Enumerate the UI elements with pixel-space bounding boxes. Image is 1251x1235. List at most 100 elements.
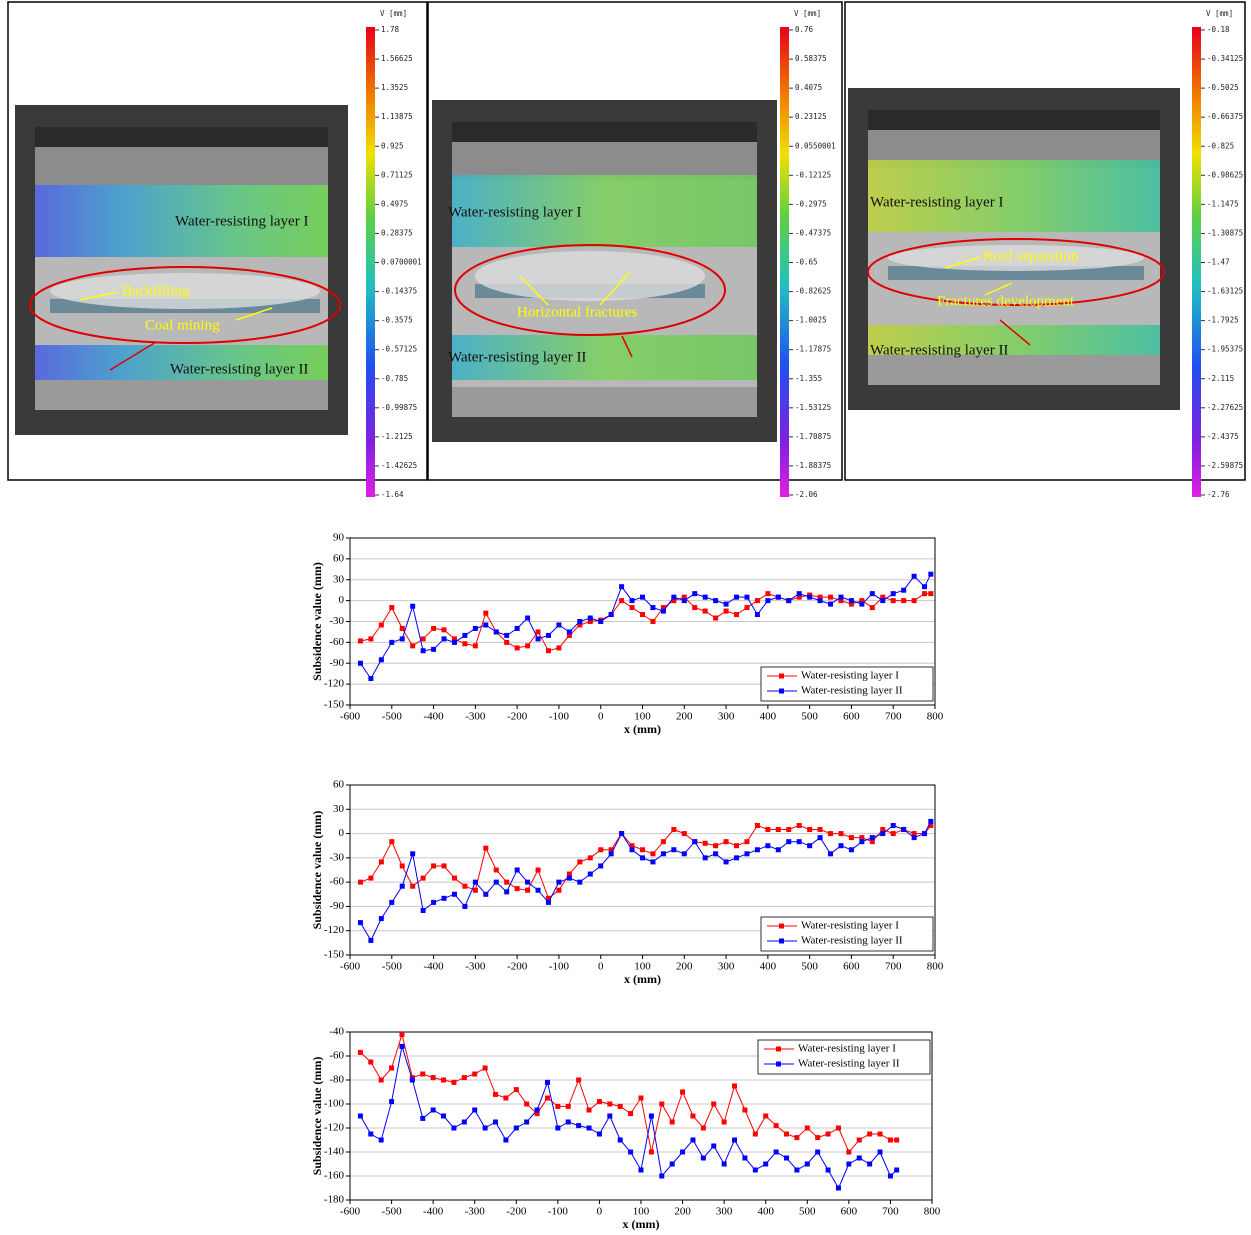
data-point xyxy=(608,612,614,618)
data-point xyxy=(640,855,645,861)
arrow xyxy=(235,307,273,321)
data-point xyxy=(880,594,886,600)
data-point xyxy=(368,937,374,943)
data-point xyxy=(848,601,854,607)
data-point xyxy=(566,629,572,635)
data-point xyxy=(796,839,802,845)
data-point xyxy=(368,676,374,682)
data-point xyxy=(825,1131,831,1137)
data-point xyxy=(817,835,823,841)
data-point xyxy=(692,591,698,597)
legend-box xyxy=(760,916,934,952)
arrow xyxy=(621,335,633,358)
x-tick-label: -600 xyxy=(340,1206,361,1218)
data-point xyxy=(928,591,934,597)
colorbar-label: -0.3575 xyxy=(381,316,413,325)
data-point xyxy=(431,625,437,631)
data-point xyxy=(503,1137,509,1143)
y-tick-label: -60 xyxy=(329,636,344,648)
colorbar-label: 1.78 xyxy=(381,25,400,34)
data-point xyxy=(911,831,917,837)
data-point xyxy=(690,1137,696,1143)
annotation: Water-resisting layer II xyxy=(170,361,308,377)
annotation: Fractures development xyxy=(937,293,1075,309)
data-point xyxy=(472,887,478,893)
data-point xyxy=(911,598,917,604)
data-point xyxy=(596,1099,602,1105)
data-point xyxy=(711,1143,717,1149)
data-point xyxy=(441,627,447,633)
legend-marker xyxy=(779,938,784,944)
x-tick-label: 300 xyxy=(718,711,735,723)
colorbar-label: -1.1475 xyxy=(1207,199,1239,208)
data-point xyxy=(493,879,499,885)
data-point xyxy=(576,1123,582,1129)
data-point xyxy=(535,867,541,873)
legend-label: Water-resisting layer I xyxy=(801,670,899,682)
x-tick-label: -100 xyxy=(549,961,570,973)
data-point xyxy=(607,1113,613,1119)
y-tick-label: -150 xyxy=(324,949,345,961)
arrow xyxy=(944,256,981,269)
data-point xyxy=(535,887,541,893)
y-tick-label: -120 xyxy=(324,924,345,936)
data-point xyxy=(922,831,928,837)
highlight-ellipse xyxy=(867,238,1165,306)
data-point xyxy=(451,891,457,897)
data-point xyxy=(514,645,520,651)
legend-label: Water-resisting layer II xyxy=(798,1058,900,1070)
data-point xyxy=(650,605,656,611)
colorbar-label: -2.76 xyxy=(1207,490,1230,499)
data-point xyxy=(765,827,771,833)
data-point xyxy=(513,1125,519,1131)
data-point xyxy=(796,594,802,600)
colorbar-label: -2.06 xyxy=(795,490,818,499)
x-tick-label: -500 xyxy=(381,1206,402,1218)
data-point xyxy=(648,1113,654,1119)
legend-label: Water-resisting layer II xyxy=(801,935,903,947)
legend-marker xyxy=(776,1046,781,1052)
data-point xyxy=(752,1167,758,1173)
data-point xyxy=(660,608,666,614)
data-point xyxy=(368,636,374,642)
data-point xyxy=(535,636,541,642)
data-point xyxy=(410,851,416,857)
data-point xyxy=(928,822,934,828)
data-point xyxy=(420,1115,426,1121)
data-point xyxy=(483,891,489,897)
data-point xyxy=(786,839,792,845)
data-point xyxy=(462,883,468,889)
data-point xyxy=(690,1113,696,1119)
y-tick-label: 60 xyxy=(333,779,345,791)
data-point xyxy=(399,1043,405,1049)
colorbar-label: -0.5025 xyxy=(1207,83,1239,92)
data-point xyxy=(752,1131,758,1137)
y-tick-label: -120 xyxy=(324,678,345,690)
data-point xyxy=(911,835,917,841)
data-point xyxy=(441,636,447,642)
data-point xyxy=(619,584,625,590)
data-point xyxy=(420,648,426,654)
x-tick-label: 400 xyxy=(760,961,777,973)
data-point xyxy=(565,1119,571,1125)
data-point xyxy=(357,660,363,666)
annotation: Roof separation xyxy=(983,248,1079,264)
data-point xyxy=(650,851,656,857)
data-point xyxy=(765,843,771,849)
data-point xyxy=(368,1059,374,1065)
data-point xyxy=(420,1071,426,1077)
data-point xyxy=(838,594,844,600)
data-point xyxy=(713,843,719,849)
data-point xyxy=(430,1107,436,1113)
data-point xyxy=(828,851,834,857)
colorbar-label: -0.47375 xyxy=(795,228,831,237)
data-point xyxy=(410,603,416,609)
y-tick-label: 90 xyxy=(333,532,345,544)
x-tick-label: 600 xyxy=(841,1206,858,1218)
data-point xyxy=(524,1101,530,1107)
data-point xyxy=(784,1131,789,1137)
data-point xyxy=(671,598,677,604)
data-point xyxy=(399,883,405,889)
data-point xyxy=(734,594,740,600)
